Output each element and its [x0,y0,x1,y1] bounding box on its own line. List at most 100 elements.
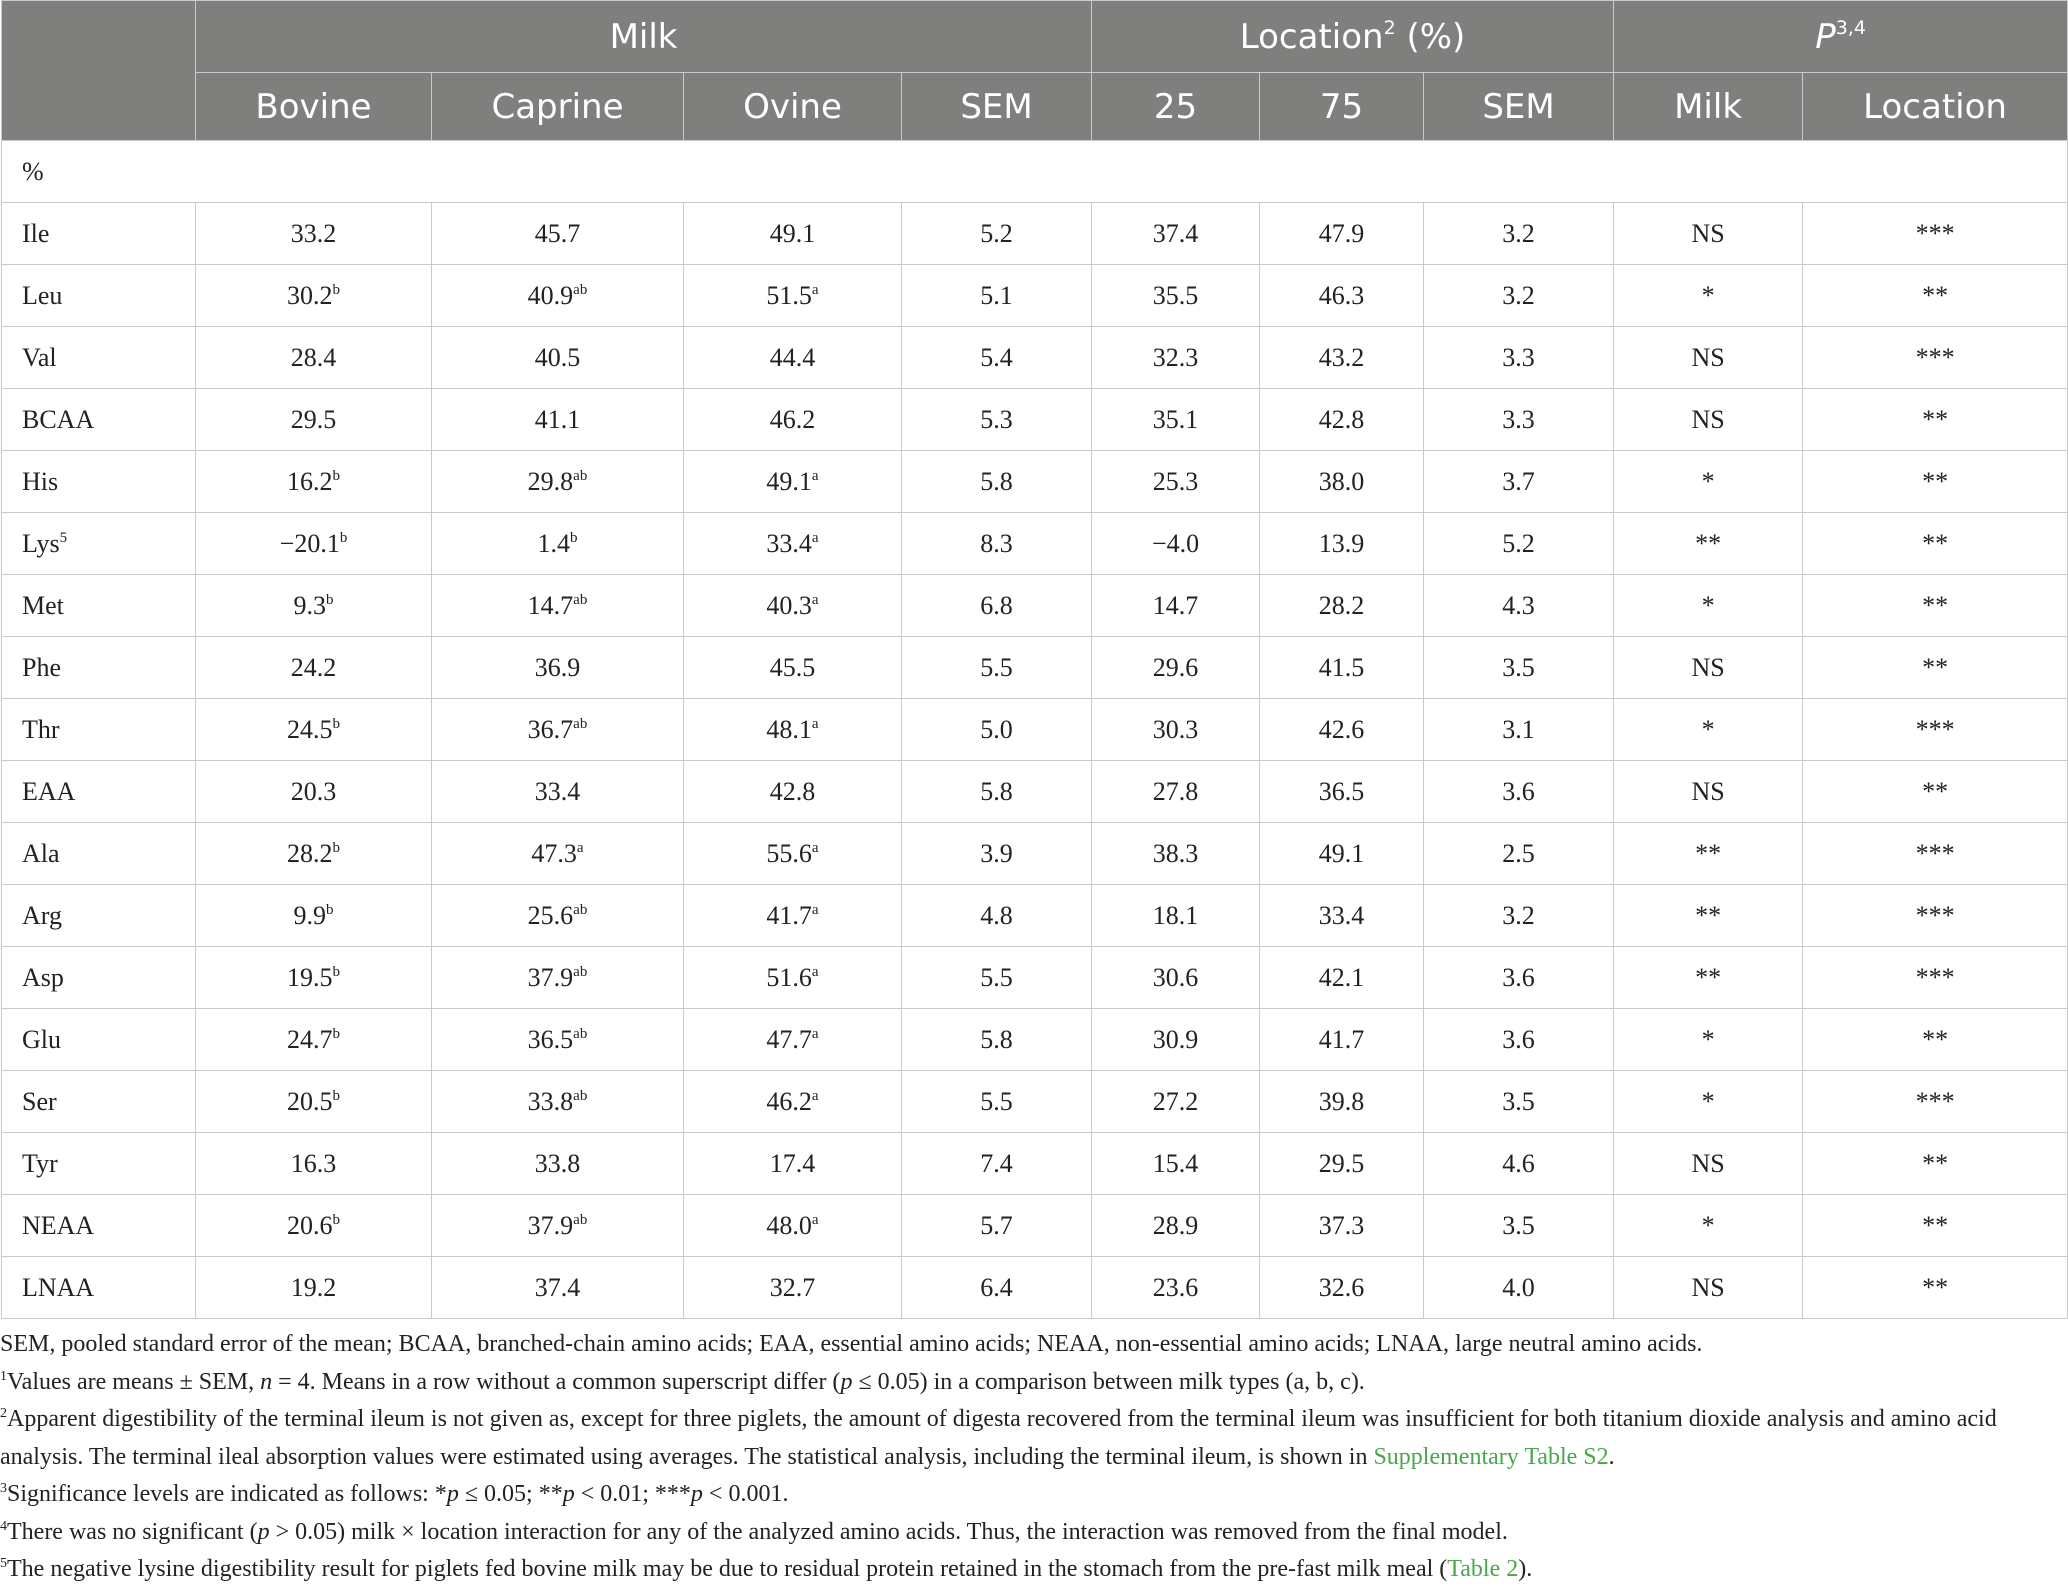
ovine-value: 51.5a [683,264,902,327]
bovine-value: 20.6b [195,1194,432,1257]
location-25-value: 27.2 [1091,1070,1261,1133]
footnote-5: 5The negative lysine digestibility resul… [0,1556,1533,1582]
ovine-value: 44.4 [683,326,902,389]
p-milk-value: NS [1613,636,1804,699]
ovine-value: 17.4 [683,1132,902,1195]
table-row: Thr 24.5b 36.7ab 48.1a 5.0 30.3 42.6 3.1 * *** [1,698,2068,761]
supplementary-table-link[interactable]: Supplementary Table S2 [1373,1443,1609,1470]
caprine-value: 37.9ab [431,1194,684,1257]
table-row: EAA 20.3 33.4 42.8 5.8 27.8 36.5 3.6 NS ** [1,760,2068,823]
superscript: a [811,281,819,298]
p-milk-value: * [1613,1008,1804,1071]
amino-acid-cell: Leu [1,264,196,327]
header-corner [1,0,196,141]
location-75-value: 46.3 [1259,264,1425,327]
p-milk-value: NS [1613,1132,1804,1195]
p-milk-value: ** [1613,946,1804,1009]
superscript: a [811,901,819,918]
footnote-2: 2Apparent digestibility of the terminal … [0,1406,1997,1470]
table-row: Tyr 16.3 33.8 17.4 7.4 15.4 29.5 4.6 NS ** [1,1132,2068,1195]
location-25-value: 37.4 [1091,202,1261,265]
header-p-location: Location [1802,72,2068,141]
p-location-value: ** [1802,264,2068,327]
header-location-25: 25 [1091,72,1261,141]
table-row: Phe 24.2 36.9 45.5 5.5 29.6 41.5 3.5 NS ** [1,636,2068,699]
amino-acid-cell: LNAA [1,1256,196,1319]
superscript: a [811,1025,819,1042]
amino-acid-cell: Tyr [1,1132,196,1195]
milk-sem-value: 7.4 [900,1132,1093,1195]
bovine-value: 28.2b [195,822,432,885]
amino-acid-cell: EAA [1,760,196,823]
superscript: a [811,591,819,608]
ovine-value: 32.7 [683,1256,902,1319]
superscript: a [811,715,819,732]
bovine-value: 20.3 [195,760,432,823]
location-25-value: 30.3 [1091,698,1261,761]
p-location-value: *** [1802,326,2068,389]
table-row: Met 9.3b 14.7ab 40.3a 6.8 14.7 28.2 4.3 * ** [1,574,2068,637]
p-milk-value: * [1613,1070,1804,1133]
digestibility-table: Milk Location2 (%) P3,4 Bovine Caprine Ovi… [0,0,2068,1319]
location-75-value: 47.9 [1259,202,1425,265]
superscript: 5 [59,529,68,546]
amino-acid-cell: His [1,450,196,513]
location-75-value: 32.6 [1259,1256,1425,1319]
location-75-value: 37.3 [1259,1194,1425,1257]
location-75-value: 42.1 [1259,946,1425,1009]
p-location-value: ** [1802,636,2068,699]
milk-sem-value: 5.7 [900,1194,1093,1257]
table-row: LNAA 19.2 37.4 32.7 6.4 23.6 32.6 4.0 NS ** [1,1256,2068,1319]
header-bovine: Bovine [195,72,432,141]
location-75-value: 39.8 [1259,1070,1425,1133]
caprine-value: 47.3a [431,822,684,885]
p-milk-value: ** [1613,884,1804,947]
superscript: ab [573,1087,588,1104]
amino-acid-cell: BCAA [1,388,196,451]
header-milk-sem: SEM [900,72,1093,141]
amino-acid-cell: NEAA [1,1194,196,1257]
p-milk-value: * [1613,450,1804,513]
table-2-link[interactable]: Table 2 [1447,1556,1519,1582]
p-milk-value: NS [1613,326,1804,389]
table-row: Ala 28.2b 47.3a 55.6a 3.9 38.3 49.1 2.5 ** *** [1,822,2068,885]
milk-sem-value: 3.9 [900,822,1093,885]
header-p-group: P3,4 [1613,0,2068,73]
header-location-75: 75 [1259,72,1425,141]
location-75-value: 33.4 [1259,884,1425,947]
p-location-value: *** [1802,202,2068,265]
location-sem-value: 3.3 [1423,326,1615,389]
location-sem-value: 3.6 [1423,760,1615,823]
footnote-abbreviations: SEM, pooled standard error of the mean; … [0,1331,1703,1357]
p-milk-value: NS [1613,388,1804,451]
header-caprine: Caprine [431,72,684,141]
location-sem-value: 3.3 [1423,388,1615,451]
p-location-value: *** [1802,698,2068,761]
location-25-value: 35.5 [1091,264,1261,327]
bovine-value: 20.5b [195,1070,432,1133]
milk-sem-value: 5.3 [900,388,1093,451]
header-location-sem: SEM [1423,72,1615,141]
superscript: b [332,467,341,484]
superscript: a [811,1087,819,1104]
location-75-value: 42.6 [1259,698,1425,761]
ovine-value: 55.6a [683,822,902,885]
location-sem-value: 3.7 [1423,450,1615,513]
superscript: ab [573,281,588,298]
ovine-value: 42.8 [683,760,902,823]
superscript: b [332,715,341,732]
ovine-value: 48.1a [683,698,902,761]
location-25-value: 28.9 [1091,1194,1261,1257]
location-25-value: −4.0 [1091,512,1261,575]
bovine-value: 30.2b [195,264,432,327]
location-sem-value: 3.1 [1423,698,1615,761]
milk-sem-value: 5.8 [900,760,1093,823]
bovine-value: 19.2 [195,1256,432,1319]
amino-acid-cell: Met [1,574,196,637]
location-sem-value: 5.2 [1423,512,1615,575]
superscript: a [811,839,819,856]
amino-acid-cell: Arg [1,884,196,947]
bovine-value: 9.3b [195,574,432,637]
superscript: a [811,1211,819,1228]
p-milk-value: NS [1613,1256,1804,1319]
